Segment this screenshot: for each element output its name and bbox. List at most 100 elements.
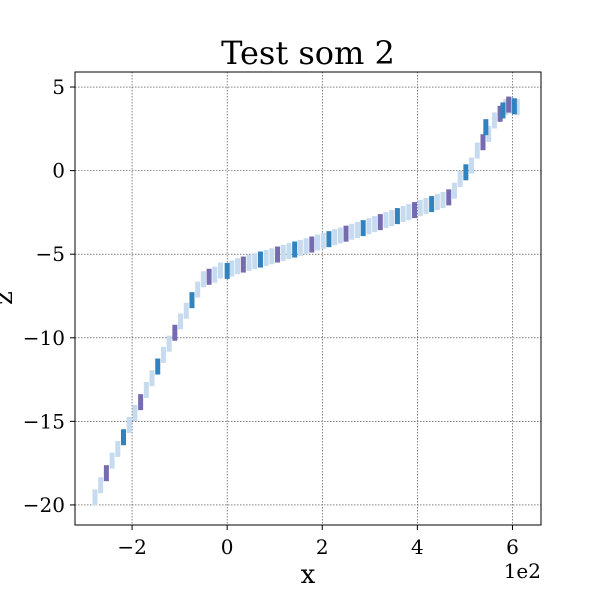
chart-title: Test som 2 [221, 34, 395, 72]
data-point [349, 223, 355, 240]
data-point [206, 268, 212, 285]
data-point [389, 210, 395, 227]
data-point [292, 241, 298, 258]
x-tick-label: 2 [316, 535, 329, 559]
y-axis-label: z [0, 291, 19, 305]
data-point [149, 370, 155, 387]
y-tick-label: −15 [23, 409, 65, 433]
data-point [480, 134, 486, 151]
y-tick-label: 5 [52, 75, 65, 99]
data-point [115, 440, 121, 457]
data-point [275, 246, 281, 263]
data-point [434, 194, 440, 211]
data-point [506, 96, 512, 113]
y-tick-label: −10 [23, 326, 65, 350]
data-point [200, 271, 206, 288]
data-point [195, 281, 201, 298]
data-point [440, 192, 446, 209]
data-point [332, 229, 338, 246]
data-point [280, 244, 286, 261]
data-point [500, 102, 506, 119]
data-point [138, 394, 144, 411]
data-point [286, 243, 292, 260]
data-point [423, 198, 429, 215]
data-point [218, 262, 224, 279]
x-tick-label: −2 [117, 535, 146, 559]
data-point [394, 208, 400, 225]
data-point [132, 405, 138, 422]
data-point [383, 212, 389, 229]
data-point [183, 302, 189, 319]
data-point [235, 258, 241, 275]
data-point [360, 220, 366, 237]
data-point [412, 202, 418, 219]
grid-lines [75, 72, 541, 525]
data-point [92, 489, 98, 506]
y-tick-label: −20 [23, 493, 65, 517]
data-point [315, 234, 321, 251]
data-point [126, 417, 132, 434]
data-point [252, 253, 258, 270]
data-point [257, 251, 263, 268]
data-point [229, 260, 235, 277]
x-tick-label: 0 [221, 535, 234, 559]
data-point [240, 256, 246, 273]
y-tick-label: −5 [36, 242, 65, 266]
data-point [503, 99, 509, 116]
data-point [178, 313, 184, 330]
data-point [483, 119, 489, 136]
data-point [469, 157, 475, 174]
data-point [497, 105, 503, 122]
axis-ticks: −2 0 2 4 6−20−15−10−505 [23, 75, 519, 559]
data-point [246, 254, 252, 271]
data-point [166, 335, 172, 352]
data-point [309, 236, 315, 253]
data-point [463, 164, 469, 181]
y-tick-label: 0 [52, 159, 65, 183]
data-point [406, 204, 412, 221]
data-point [103, 465, 109, 482]
x-tick-label: 6 [506, 535, 519, 559]
data-point [377, 214, 383, 231]
data-point [189, 292, 195, 309]
data-point [155, 358, 161, 375]
data-point [509, 97, 515, 114]
data-point [297, 239, 303, 256]
data-point [511, 98, 517, 115]
data-point [263, 249, 269, 266]
data-point [320, 232, 326, 249]
data-point [224, 262, 230, 279]
data-point [400, 206, 406, 223]
data-point [303, 238, 309, 255]
data-point [121, 429, 127, 446]
data-point [474, 142, 480, 159]
data-point [143, 381, 149, 398]
data-point [326, 231, 332, 248]
data-point [98, 477, 104, 494]
data-point [269, 248, 275, 265]
data-point [172, 324, 178, 341]
data-point [343, 225, 349, 242]
data-points [92, 96, 520, 506]
data-point [109, 452, 115, 469]
x-axis-offset-text: 1e2 [504, 559, 541, 583]
data-point [354, 221, 360, 238]
plot-frame [74, 71, 542, 526]
x-tick-label: 4 [411, 535, 424, 559]
data-point [366, 218, 372, 235]
data-point [514, 99, 520, 116]
data-point [451, 182, 457, 199]
x-axis-label: x [301, 560, 316, 590]
data-point [337, 227, 343, 244]
data-point [417, 200, 423, 217]
data-point [429, 196, 435, 213]
data-point [491, 112, 497, 129]
data-point [486, 125, 492, 142]
data-point [446, 189, 452, 206]
data-point [160, 346, 166, 363]
data-point [212, 266, 218, 283]
data-point [457, 170, 463, 187]
